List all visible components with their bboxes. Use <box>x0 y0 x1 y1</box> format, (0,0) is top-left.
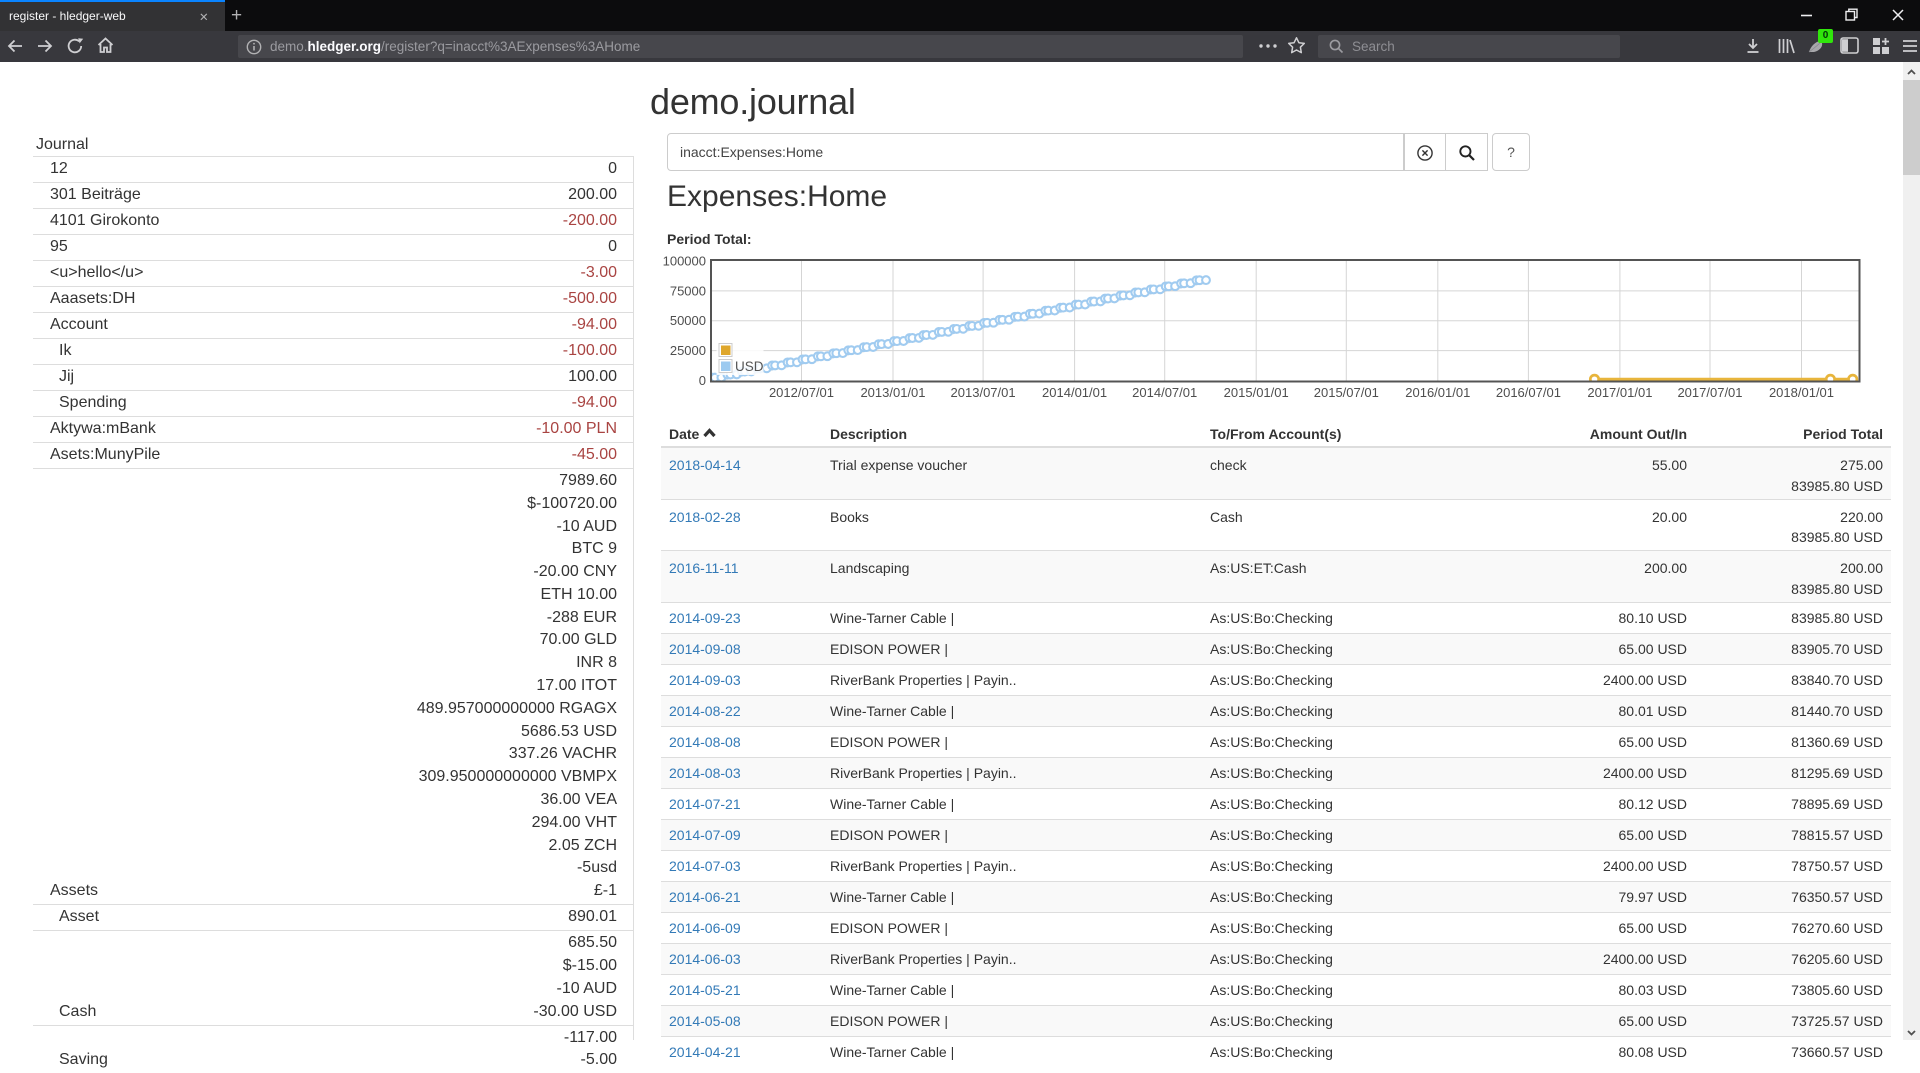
svg-text:2013/01/01: 2013/01/01 <box>860 385 925 400</box>
svg-text:2015/01/01: 2015/01/01 <box>1224 385 1289 400</box>
svg-text:2016/07/01: 2016/07/01 <box>1496 385 1561 400</box>
svg-text:25000: 25000 <box>670 343 706 358</box>
svg-text:2018/01/01: 2018/01/01 <box>1769 385 1834 400</box>
svg-text:2012/07/01: 2012/07/01 <box>769 385 834 400</box>
svg-text:2017/01/01: 2017/01/01 <box>1587 385 1652 400</box>
svg-text:2016/01/01: 2016/01/01 <box>1405 385 1470 400</box>
svg-text:2014/01/01: 2014/01/01 <box>1042 385 1107 400</box>
svg-text:100000: 100000 <box>663 254 706 269</box>
svg-text:2017/07/01: 2017/07/01 <box>1677 385 1742 400</box>
svg-text:0: 0 <box>699 373 706 388</box>
svg-text:2015/07/01: 2015/07/01 <box>1314 385 1379 400</box>
svg-text:2014/07/01: 2014/07/01 <box>1132 385 1197 400</box>
svg-text:75000: 75000 <box>670 283 706 298</box>
svg-text:USD: USD <box>735 359 764 374</box>
svg-text:2013/07/01: 2013/07/01 <box>951 385 1016 400</box>
svg-text:50000: 50000 <box>670 313 706 328</box>
